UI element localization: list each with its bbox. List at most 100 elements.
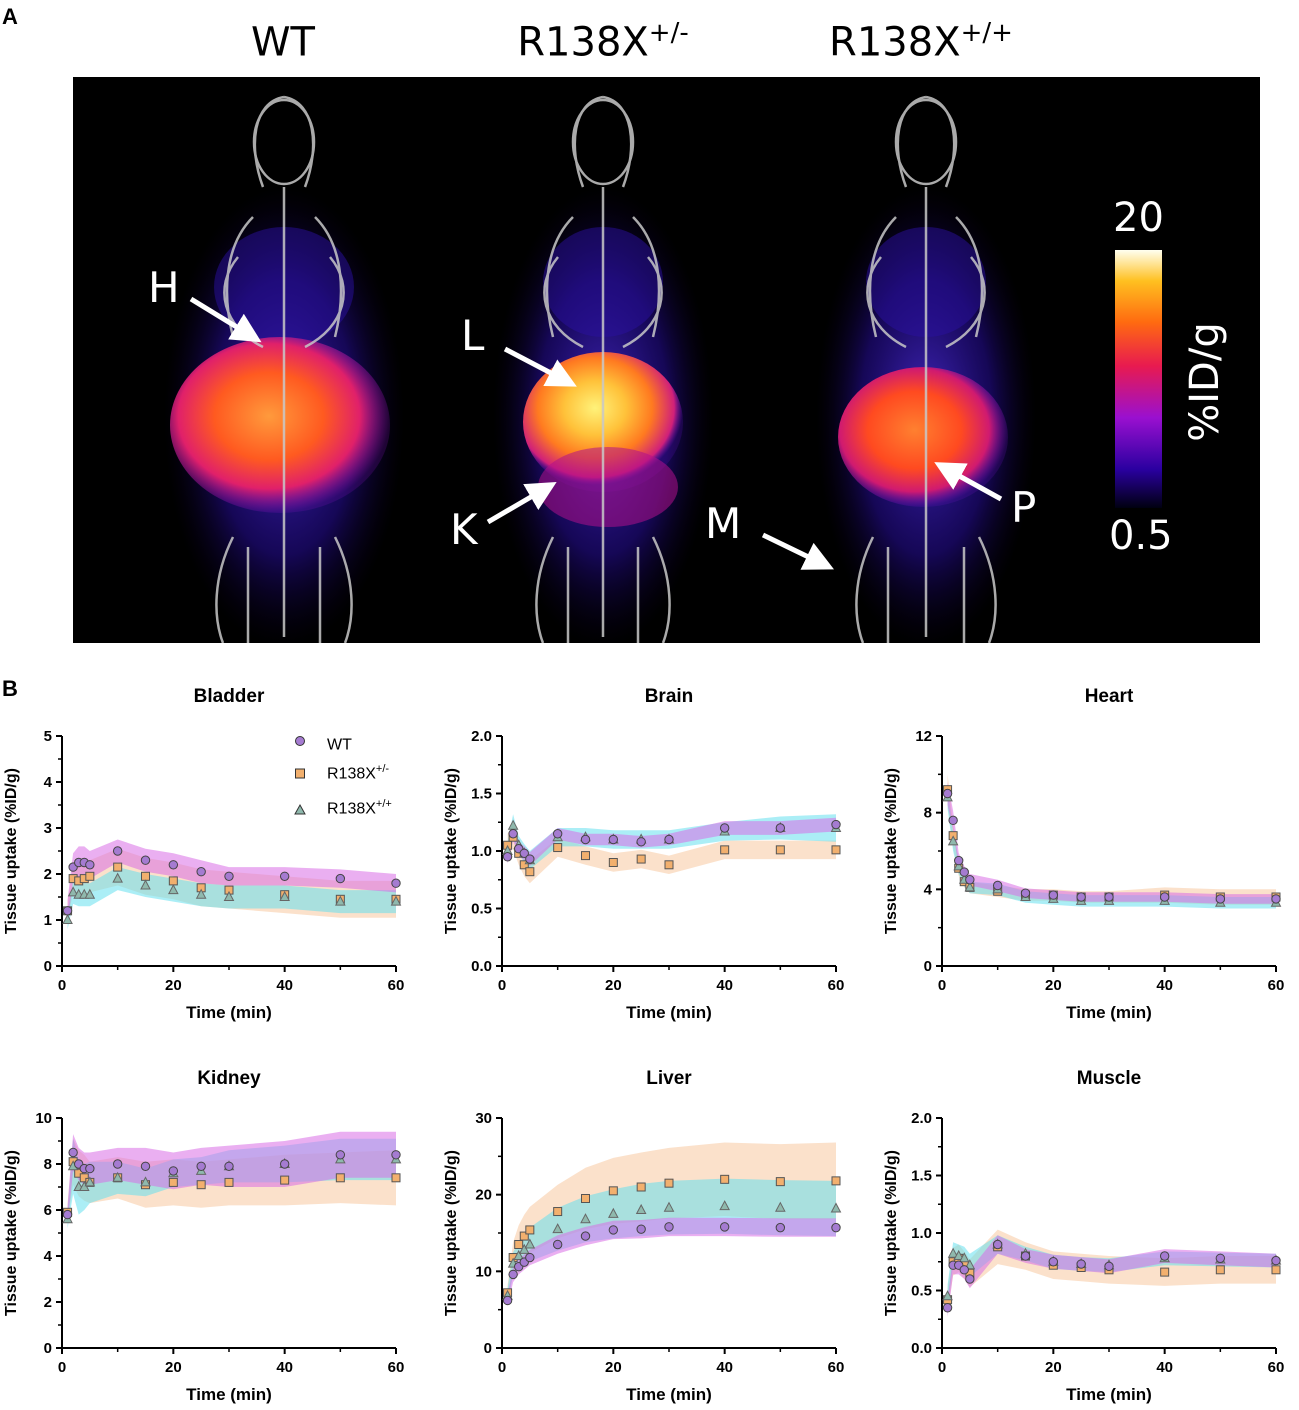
y-tick-label: 0.0 (471, 958, 492, 975)
organ-label-muscle: M (705, 499, 742, 548)
x-tick-label: 20 (165, 1359, 182, 1376)
point-heterozygous (1271, 1265, 1281, 1275)
y-axis-label: Tissue uptake (%ID/g) (443, 768, 460, 934)
organ-label-kidney: K (450, 505, 478, 554)
point-wt (168, 1166, 179, 1176)
point-wt (525, 1252, 535, 1263)
point-wt (608, 1225, 619, 1235)
chart-kidney: Kidney 0 2 4 6 8 10 0 20 40 60 Time (min) Tissue upt… (3, 1068, 405, 1404)
point-homozygous (830, 1202, 842, 1213)
point-heterozygous (525, 1225, 535, 1235)
point-wt (664, 834, 674, 845)
point-wt (954, 855, 964, 866)
point-wt (992, 1239, 1003, 1250)
point-wt (719, 1222, 730, 1232)
chart-title: Bladder (194, 686, 265, 707)
x-tick-label: 60 (1268, 1359, 1285, 1376)
point-wt (942, 1303, 953, 1313)
point-homozygous (580, 1213, 591, 1224)
point-heterozygous (525, 867, 535, 877)
x-tick-label: 40 (276, 977, 293, 994)
y-tick-label: 0 (924, 958, 932, 975)
y-tick-label: 0.0 (911, 1340, 932, 1357)
chart-title: Muscle (1077, 1068, 1141, 1089)
pet-ct-mouse-image (164, 95, 1162, 643)
legend-marker-heterozygous (295, 768, 305, 779)
x-tick-label: 20 (165, 977, 182, 994)
genotype-label-wt: WT (251, 19, 315, 66)
point-heterozygous (1215, 1265, 1225, 1275)
y-tick-label: 20 (475, 1187, 492, 1204)
y-tick-label: 10 (475, 1263, 492, 1280)
point-heterozygous (664, 860, 674, 870)
point-wt (992, 880, 1003, 891)
organ-label-heart: H (148, 263, 180, 312)
point-heterozygous (775, 1177, 785, 1187)
point-heterozygous (1160, 1267, 1170, 1277)
point-wt (965, 875, 975, 885)
legend-marker-homozygous (294, 803, 306, 815)
point-wt (224, 1161, 234, 1172)
point-wt (279, 871, 290, 882)
legend-marker-wt (295, 736, 305, 746)
x-tick-label: 0 (58, 977, 66, 994)
point-wt (1159, 1251, 1170, 1261)
point-homozygous (552, 1223, 563, 1234)
point-wt (1159, 892, 1170, 902)
point-wt (552, 1239, 563, 1250)
x-tick-label: 0 (498, 977, 506, 994)
y-tick-label: 4 (44, 1248, 53, 1265)
x-tick-label: 40 (716, 1359, 733, 1376)
x-axis-label: Time (min) (1066, 1385, 1152, 1404)
y-axis-label: Tissue uptake (%ID/g) (883, 768, 900, 934)
point-heterozygous (519, 1231, 529, 1241)
point-wt (391, 878, 401, 888)
y-axis-label: Tissue uptake (%ID/g) (3, 1150, 20, 1316)
x-tick-label: 20 (1045, 1359, 1062, 1376)
y-tick-label: 12 (915, 728, 932, 745)
point-wt (85, 860, 95, 870)
x-tick-label: 60 (1268, 977, 1285, 994)
point-homozygous (953, 860, 965, 871)
point-wt (508, 829, 518, 839)
point-heterozygous (831, 845, 841, 855)
point-heterozygous (141, 871, 150, 881)
point-heterozygous (85, 871, 95, 881)
y-tick-label: 2.0 (471, 728, 492, 745)
point-wt (196, 867, 206, 877)
point-wt (62, 906, 73, 916)
x-tick-label: 40 (1156, 1359, 1173, 1376)
point-homozygous (112, 872, 123, 883)
colorbar-unit-label: %ID/g (1182, 322, 1228, 442)
point-wt (1076, 1259, 1086, 1269)
point-wt (664, 1222, 674, 1232)
y-tick-label: 5 (44, 728, 52, 745)
x-tick-label: 40 (276, 1359, 293, 1376)
x-axis-label: Time (min) (186, 1385, 272, 1404)
legend-label-homozygous: R138X+/+ (327, 798, 392, 818)
point-homozygous (947, 835, 959, 846)
y-axis-label: Tissue uptake (%ID/g) (3, 768, 20, 934)
y-tick-label: 4 (44, 774, 53, 791)
point-wt (1076, 892, 1086, 902)
point-heterozygous (280, 1175, 290, 1185)
point-homozygous (953, 1249, 965, 1260)
x-axis-label: Time (min) (186, 1003, 272, 1022)
point-homozygous (518, 1243, 530, 1254)
point-wt (391, 1150, 401, 1160)
point-wt (519, 848, 529, 859)
y-tick-label: 0.5 (471, 901, 492, 918)
point-heterozygous (168, 1177, 178, 1187)
y-axis-label: Tissue uptake (%ID/g) (443, 1150, 460, 1316)
point-heterozygous (391, 1173, 401, 1183)
colorbar-min-label: 0.5 (1109, 513, 1173, 559)
point-homozygous (608, 1207, 619, 1218)
point-heterozygous (720, 845, 730, 855)
y-axis-label: Tissue uptake (%ID/g) (883, 1150, 900, 1316)
point-homozygous (719, 1200, 730, 1211)
band-homozygous (507, 1178, 836, 1304)
y-tick-label: 2.0 (911, 1110, 932, 1127)
point-wt (525, 854, 535, 864)
x-tick-label: 60 (388, 1359, 405, 1376)
point-heterozygous (224, 1177, 234, 1187)
